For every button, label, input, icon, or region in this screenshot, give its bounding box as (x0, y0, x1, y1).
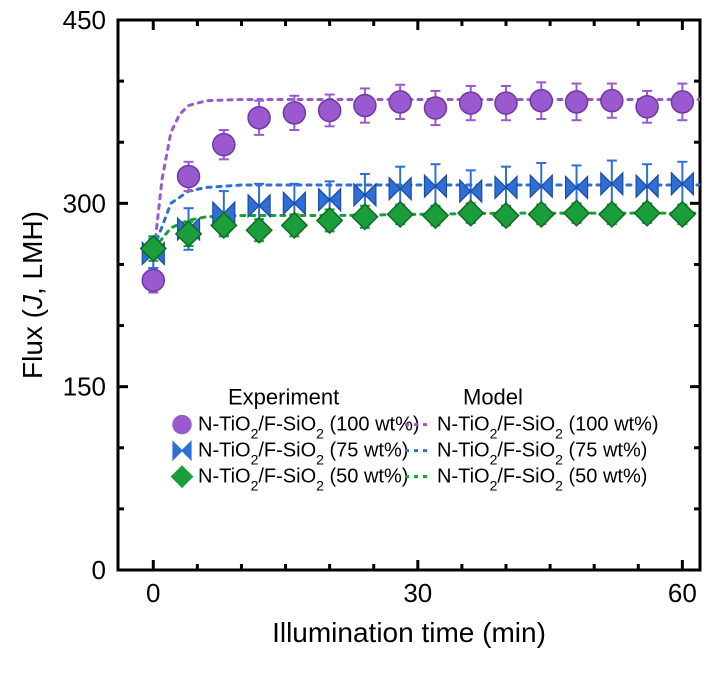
flux-vs-time-chart: 0 30 60 0 150 300 450 Illumination time (min) Fl… (0, 0, 719, 673)
legend-model-title: Model (463, 385, 523, 410)
y-tick-label: 0 (92, 555, 106, 585)
x-tick-label: 0 (146, 578, 160, 608)
y-tick-label: 450 (63, 5, 106, 35)
x-tick-label: 30 (403, 578, 432, 608)
y-axis-label: Flux (J, LMH) (17, 211, 48, 379)
x-tick-label: 60 (668, 578, 697, 608)
chart-container: 0 30 60 0 150 300 450 Illumination time (min) Fl… (0, 0, 719, 673)
y-tick-label: 150 (63, 372, 106, 402)
x-axis-label: Illumination time (min) (272, 617, 546, 648)
y-tick-label: 300 (63, 188, 106, 218)
legend-experiment-title: Experiment (228, 385, 339, 410)
